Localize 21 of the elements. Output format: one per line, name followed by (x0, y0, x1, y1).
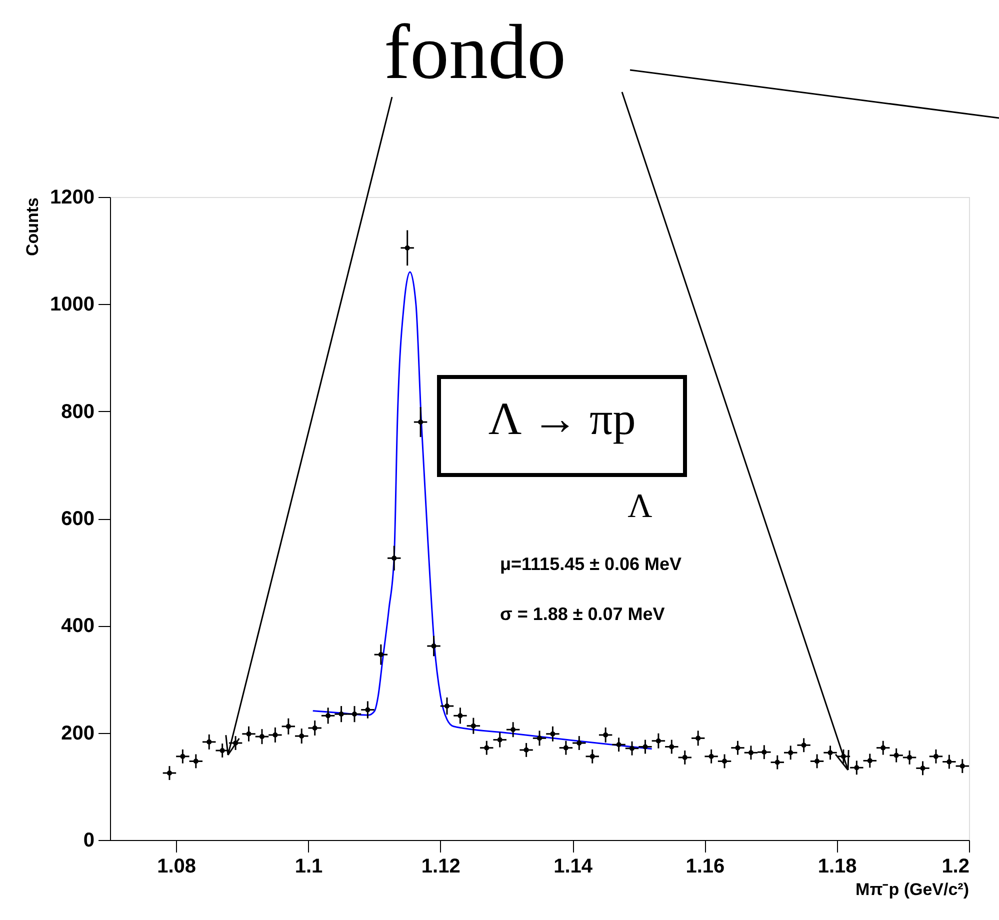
y-tick-label: 600 (61, 508, 94, 530)
y-tick-label: 0 (83, 830, 94, 852)
y-axis-title: Counts (23, 198, 42, 256)
y-tick-label: 400 (61, 615, 94, 638)
annotation: Λ (628, 488, 653, 525)
x-tick-label: 1.08 (157, 856, 196, 878)
y-tick-label: 200 (61, 722, 94, 744)
annotation: μ=1115.45 ± 0.06 MeV (500, 554, 682, 574)
x-axis-title: Mπ⁻p (GeV/c²) (856, 880, 969, 899)
y-tick-label: 800 (61, 400, 94, 423)
x-tick-label: 1.14 (554, 856, 594, 878)
y-tick-label: 1000 (50, 294, 94, 316)
text: fondo (384, 8, 566, 95)
x-tick-label: 1.12 (421, 856, 460, 878)
y-tick-label: 1200 (50, 186, 94, 208)
annotation: σ = 1.88 ± 0.07 MeV (500, 604, 665, 624)
x-tick-label: 1.1 (294, 856, 323, 878)
x-tick-label: 1.18 (818, 856, 857, 878)
x-tick-label: 1.2 (942, 856, 970, 878)
annotation: Λ → πp (488, 393, 636, 444)
x-tick-label: 1.16 (686, 856, 725, 878)
